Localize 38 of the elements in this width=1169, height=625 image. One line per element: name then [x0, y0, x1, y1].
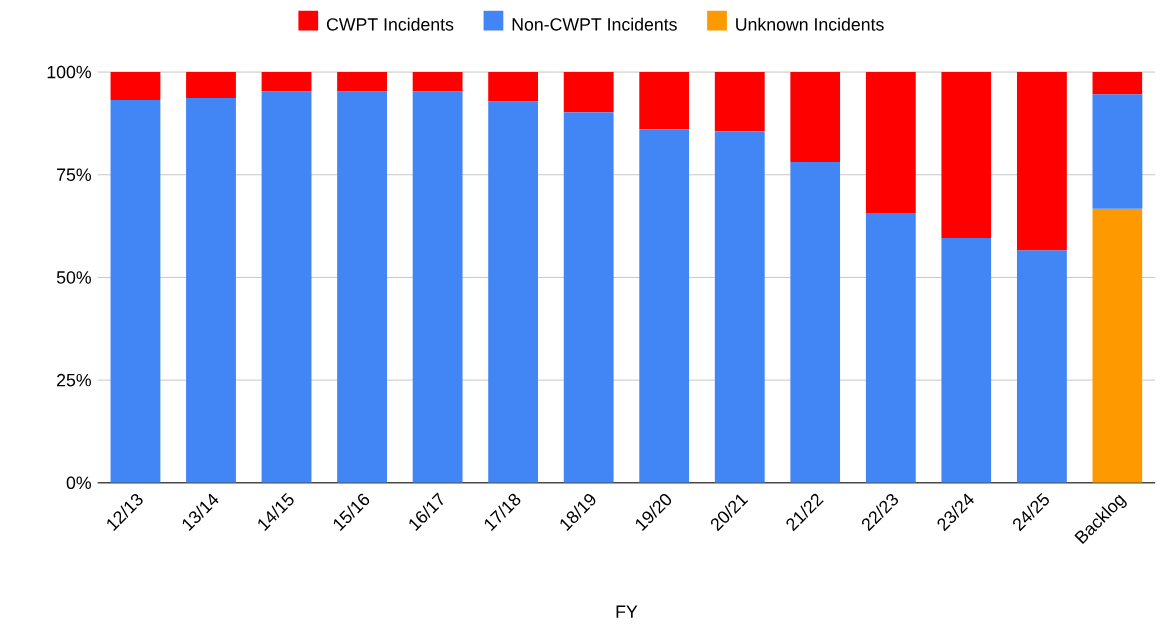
bar [639, 72, 690, 130]
bar [337, 91, 388, 483]
bar [865, 72, 916, 213]
bar [941, 238, 992, 483]
y-tick-label: 50% [56, 271, 91, 284]
legend-label: Non-CWPT Incidents [512, 17, 677, 31]
bar [714, 72, 765, 132]
bar [941, 72, 992, 239]
y-tick-label: 0% [66, 476, 91, 490]
y-tick-label: 25% [57, 373, 91, 387]
bar [412, 72, 463, 92]
legend-label: CWPT Incidents [326, 17, 454, 31]
bar [261, 72, 312, 92]
bar [1092, 72, 1143, 95]
bar [488, 101, 539, 483]
bar [110, 72, 161, 100]
bar [337, 72, 388, 92]
bar [1092, 94, 1143, 209]
y-tick-label: 100% [47, 65, 91, 79]
bar [1016, 250, 1067, 483]
bar [563, 112, 614, 483]
bar [790, 162, 841, 483]
legend-label: Unknown Incidents [736, 17, 884, 31]
y-tick-label: 75% [57, 168, 91, 181]
bar [488, 72, 539, 102]
bar [186, 72, 236, 98]
bar [714, 131, 765, 483]
bar [412, 91, 463, 483]
bar [790, 72, 841, 163]
bar [563, 72, 614, 113]
bar [110, 100, 161, 483]
x-axis-title: FY [616, 605, 638, 618]
bar [261, 91, 312, 483]
bar [1016, 72, 1067, 251]
bar [186, 97, 236, 483]
bar [1092, 208, 1143, 483]
bar [865, 212, 916, 483]
bar [639, 129, 690, 483]
